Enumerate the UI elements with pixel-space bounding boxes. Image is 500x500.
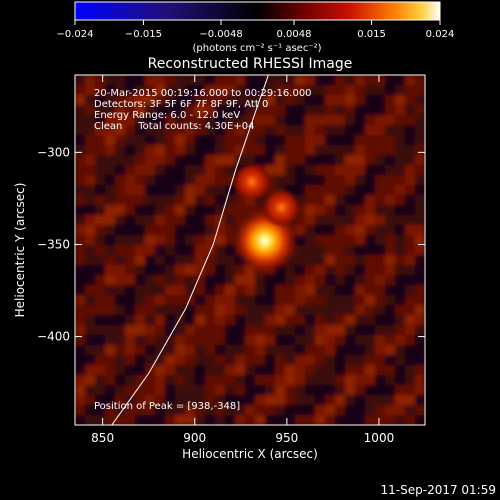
emission-source bbox=[261, 187, 302, 228]
chart-title: Reconstructed RHESSI Image bbox=[148, 56, 353, 72]
x-tick-label: 850 bbox=[91, 431, 114, 445]
x-axis-label: Heliocentric X (arcsec) bbox=[182, 447, 318, 461]
colorbar bbox=[74, 1, 441, 21]
info-line: Detectors: 3F 5F 6F 7F 8F 9F, Att 0 bbox=[94, 99, 268, 110]
info-line: 20-Mar-2015 00:19:16.000 to 00:29:16.000 bbox=[94, 88, 312, 99]
colorbar-tick-label: −0.015 bbox=[125, 29, 162, 40]
colorbar-tick-label: 0.0048 bbox=[277, 29, 312, 40]
y-tick-label: −350 bbox=[37, 237, 70, 251]
peak-position-label: Position of Peak = [938,-348] bbox=[94, 401, 240, 412]
colorbar-tick-label: 0.015 bbox=[357, 29, 386, 40]
heatmap-image bbox=[75, 75, 425, 425]
x-tick-label: 1000 bbox=[364, 431, 395, 445]
colorbar-ticks: −0.024 −0.015 −0.0048 0.0048 0.015 0.024 bbox=[56, 20, 454, 40]
y-tick-label: −300 bbox=[37, 145, 70, 159]
colorbar-tick-label: −0.0048 bbox=[199, 29, 242, 40]
info-line: Clean Total counts: 4.30E+04 bbox=[94, 121, 254, 132]
y-axis: −300 −350 −400 bbox=[37, 145, 425, 344]
x-tick-label: 900 bbox=[183, 431, 206, 445]
plot-frame bbox=[74, 74, 426, 426]
y-tick-label: −400 bbox=[37, 330, 70, 344]
emission-source bbox=[231, 161, 272, 202]
x-tick-label: 950 bbox=[275, 431, 298, 445]
footer-timestamp: 11-Sep-2017 01:59 bbox=[381, 483, 496, 497]
info-block: 20-Mar-2015 00:19:16.000 to 00:29:16.000… bbox=[94, 88, 312, 132]
y-axis-label: Heliocentric Y (arcsec) bbox=[13, 183, 27, 318]
colorbar-tick-label: 0.024 bbox=[426, 29, 455, 40]
info-line: Energy Range: 6.0 - 12.0 keV bbox=[94, 110, 240, 121]
colorbar-unit-label: (photons cm⁻² s⁻¹ asec⁻²) bbox=[192, 43, 321, 54]
colorbar-tick-label: −0.024 bbox=[56, 29, 93, 40]
solar-limb-line bbox=[111, 75, 269, 425]
x-axis: 850 900 950 1000 bbox=[91, 75, 394, 445]
